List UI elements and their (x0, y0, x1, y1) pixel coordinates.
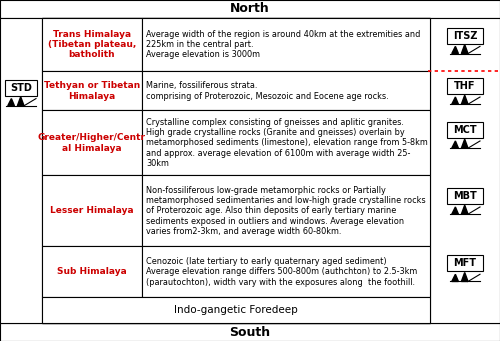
Bar (42, 175, 142, 246)
Polygon shape (462, 205, 468, 214)
Polygon shape (462, 272, 468, 281)
Text: STD: STD (10, 83, 32, 93)
Polygon shape (462, 45, 468, 54)
Text: MCT: MCT (453, 125, 477, 135)
Text: Tethyan or Tibetan
Himalaya: Tethyan or Tibetan Himalaya (44, 81, 140, 101)
Polygon shape (462, 95, 468, 104)
Text: MFT: MFT (454, 258, 476, 268)
Text: South: South (230, 326, 270, 339)
Bar (0, 18, 42, 323)
Bar (142, 71, 430, 110)
Text: Greater/Higher/Centr
al Himalaya: Greater/Higher/Centr al Himalaya (38, 133, 146, 153)
Polygon shape (452, 207, 458, 214)
Polygon shape (452, 141, 458, 148)
Bar (42, 18, 430, 323)
Polygon shape (452, 274, 458, 281)
Text: Cenozoic (late tertiary to early quaternary aged sediment)
Average elevation ran: Cenozoic (late tertiary to early quatern… (146, 257, 417, 287)
Bar (447, 28, 483, 44)
Bar (0, 323, 500, 341)
Bar (447, 255, 483, 271)
Text: Lesser Himalaya: Lesser Himalaya (50, 206, 134, 215)
Bar (142, 110, 430, 175)
Text: Average width of the region is around 40km at the extremities and
225km in the c: Average width of the region is around 40… (146, 30, 420, 59)
Bar (42, 246, 142, 297)
Bar (447, 188, 483, 204)
Bar (142, 18, 430, 71)
Bar (447, 78, 483, 94)
Bar (447, 122, 483, 138)
Text: North: North (230, 2, 270, 15)
Bar (42, 297, 430, 323)
Text: Sub Himalaya: Sub Himalaya (57, 267, 127, 276)
Bar (42, 71, 142, 110)
Bar (42, 18, 142, 71)
Text: Trans Himalaya
(Tibetan plateau,
batholith: Trans Himalaya (Tibetan plateau, batholi… (48, 30, 136, 59)
Text: ITSZ: ITSZ (453, 31, 477, 41)
Bar (430, 18, 500, 323)
Text: Non-fossiliferous low-grade metamorphic rocks or Partially
metamorphosed sedimen: Non-fossiliferous low-grade metamorphic … (146, 186, 425, 236)
Polygon shape (8, 99, 14, 106)
Text: Crystalline complex consisting of gneisses and aplitic granites.
High grade crys: Crystalline complex consisting of gneiss… (146, 118, 428, 168)
Text: MBT: MBT (453, 191, 477, 201)
Text: Marine, fossiliferous strata.
comprising of Proterozoic, Mesozoic and Eocene age: Marine, fossiliferous strata. comprising… (146, 81, 388, 101)
Bar (0, 0, 500, 18)
Bar (5, 80, 37, 96)
Polygon shape (18, 97, 24, 106)
Polygon shape (462, 139, 468, 148)
Text: THF: THF (454, 81, 476, 91)
Bar (142, 246, 430, 297)
Polygon shape (452, 46, 458, 54)
Text: Indo-gangetic Foredeep: Indo-gangetic Foredeep (174, 305, 298, 315)
Polygon shape (452, 97, 458, 104)
Bar (42, 110, 142, 175)
Bar (142, 175, 430, 246)
